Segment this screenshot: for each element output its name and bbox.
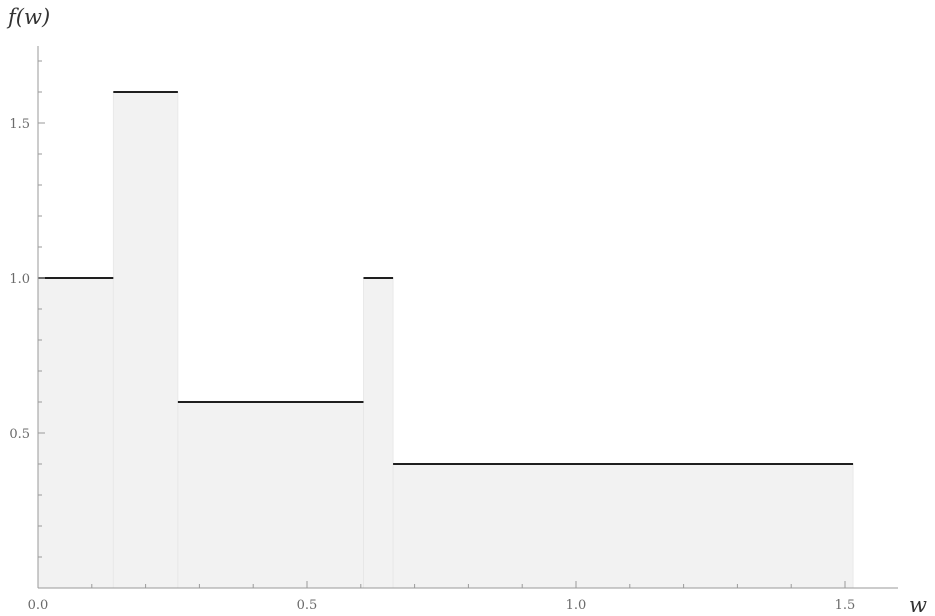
ticks [37,60,846,588]
step-fill-3 [363,277,394,589]
step-lines [38,91,854,465]
y-tick-label: 0.5 [9,427,30,442]
x-tick-label: 0.5 [297,598,318,613]
step-fill-1 [112,91,179,589]
y-tick-label: 1.5 [9,117,30,132]
x-tick-label: 0.0 [28,598,49,613]
y-tick-label: 1.0 [9,272,30,287]
step-fill-0 [37,277,114,589]
step-fills [37,91,854,589]
x-tick-label: 1.5 [835,598,856,613]
y-axis-title: f(w) [6,5,50,29]
step-fill-4 [392,463,854,589]
tick-labels: 0.0 0.5 1.0 1.5 0.5 1.0 1.5 [9,117,855,613]
x-tick-label: 1.0 [566,598,587,613]
step-fill-2 [177,401,364,589]
x-axis-title: w [909,593,927,616]
